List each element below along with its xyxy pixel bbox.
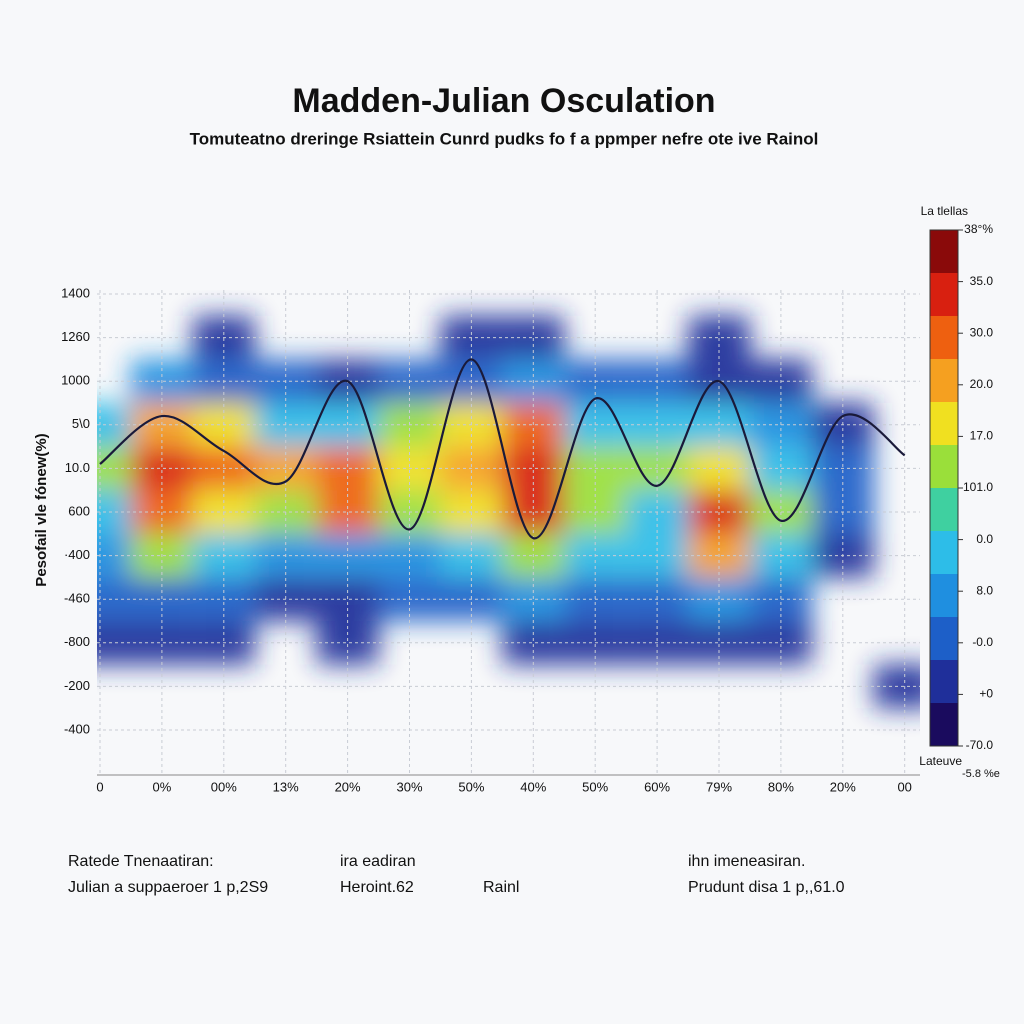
x-tick-label: 00% bbox=[211, 779, 237, 794]
footer-text: Heroint.62 bbox=[340, 879, 414, 896]
x-tick-label: 30% bbox=[396, 779, 422, 794]
y-tick-label: -400 bbox=[64, 721, 90, 736]
y-tick-label: -200 bbox=[64, 678, 90, 693]
heat-cell bbox=[97, 621, 131, 665]
heat-cell bbox=[97, 533, 131, 578]
colorbar-label: -0.0 bbox=[972, 635, 993, 649]
x-tick-label: 60% bbox=[644, 779, 670, 794]
heat-cell bbox=[97, 446, 131, 491]
y-tick-label: 600 bbox=[68, 503, 90, 518]
x-tick-label: 20% bbox=[335, 779, 361, 794]
x-tick-label: 50% bbox=[582, 779, 608, 794]
x-tick-label: 0% bbox=[153, 779, 172, 794]
colorbar-swatch bbox=[930, 445, 958, 489]
y-tick-label: 1000 bbox=[61, 373, 90, 388]
x-tick-label: 0 bbox=[96, 779, 103, 794]
footer-text: ira eadiran bbox=[340, 853, 416, 870]
footer-text: Rainl bbox=[483, 879, 519, 896]
colorbar-swatch bbox=[930, 574, 958, 618]
colorbar-extra-label: -5.8 %e bbox=[962, 768, 1000, 780]
heat-cell bbox=[97, 490, 131, 534]
y-tick-label: -800 bbox=[64, 634, 90, 649]
colorbar-bottom-label: Lateuve bbox=[919, 754, 962, 768]
footer-text: Ratede Tnenaatiran: bbox=[68, 853, 214, 870]
colorbar-label: 0.0 bbox=[976, 532, 993, 546]
colorbar-label: 35.0 bbox=[970, 274, 994, 288]
colorbar-label: 30.0 bbox=[970, 325, 994, 339]
colorbar-label: 17.0 bbox=[970, 429, 994, 443]
colorbar-swatch bbox=[930, 273, 958, 317]
footer-text: ihn imeneasiran. bbox=[688, 853, 805, 870]
colorbar-label: 38°% bbox=[964, 222, 993, 236]
line-series bbox=[99, 358, 906, 540]
colorbar-swatch bbox=[930, 359, 958, 403]
colorbar-swatch bbox=[930, 402, 958, 446]
y-tick-label: ·400 bbox=[64, 547, 90, 562]
x-tick-label: 79% bbox=[706, 779, 732, 794]
chart-subtitle: Tomuteatno dreringe Rsiattein Cunrd pudk… bbox=[190, 129, 819, 148]
colorbar-swatch bbox=[930, 230, 958, 274]
colorbar-label: 101.0 bbox=[963, 480, 993, 494]
chart-title: Madden-Julian Osculation bbox=[292, 82, 715, 120]
y-tick-label: 5\0 bbox=[72, 416, 90, 431]
colorbar-title: La tlellas bbox=[921, 204, 968, 218]
x-tick-label: 80% bbox=[768, 779, 794, 794]
y-axis-label: Pesofail vle fónew(%) bbox=[33, 433, 50, 586]
colorbar-swatch bbox=[930, 617, 958, 661]
x-tick-label: 00 bbox=[897, 779, 911, 794]
colorbar-swatch bbox=[930, 703, 958, 747]
colorbar-label: +0 bbox=[979, 687, 993, 701]
colorbar-swatch bbox=[930, 660, 958, 704]
colorbar-swatch bbox=[930, 316, 958, 360]
y-tick-label: -460 bbox=[64, 591, 90, 606]
colorbar-swatch bbox=[930, 488, 958, 532]
x-tick-label: 50% bbox=[458, 779, 484, 794]
x-tick-label: 13% bbox=[273, 779, 299, 794]
colorbar-label: 8.0 bbox=[976, 583, 993, 597]
y-tick-label: 1260 bbox=[61, 329, 90, 344]
colorbar-label: -70.0 bbox=[966, 738, 994, 752]
footer-text: Prudunt disa 1 p,,61.0 bbox=[688, 879, 845, 896]
colorbar-swatch bbox=[930, 531, 958, 575]
overlay: 1400 1260 1000 5\0 10.0 600 ·400 -460 -800 -200 -4… bbox=[61, 204, 1000, 896]
x-tick-label: 20% bbox=[830, 779, 856, 794]
y-tick-label: 10.0 bbox=[65, 460, 90, 475]
x-tick-label: 40% bbox=[520, 779, 546, 794]
colorbar-label: 20.0 bbox=[970, 377, 994, 391]
footer-text: Julian a suppaeroer 1 p,2S9 bbox=[68, 879, 268, 896]
heat-cell bbox=[97, 577, 131, 621]
y-tick-label: 1400 bbox=[61, 285, 90, 300]
